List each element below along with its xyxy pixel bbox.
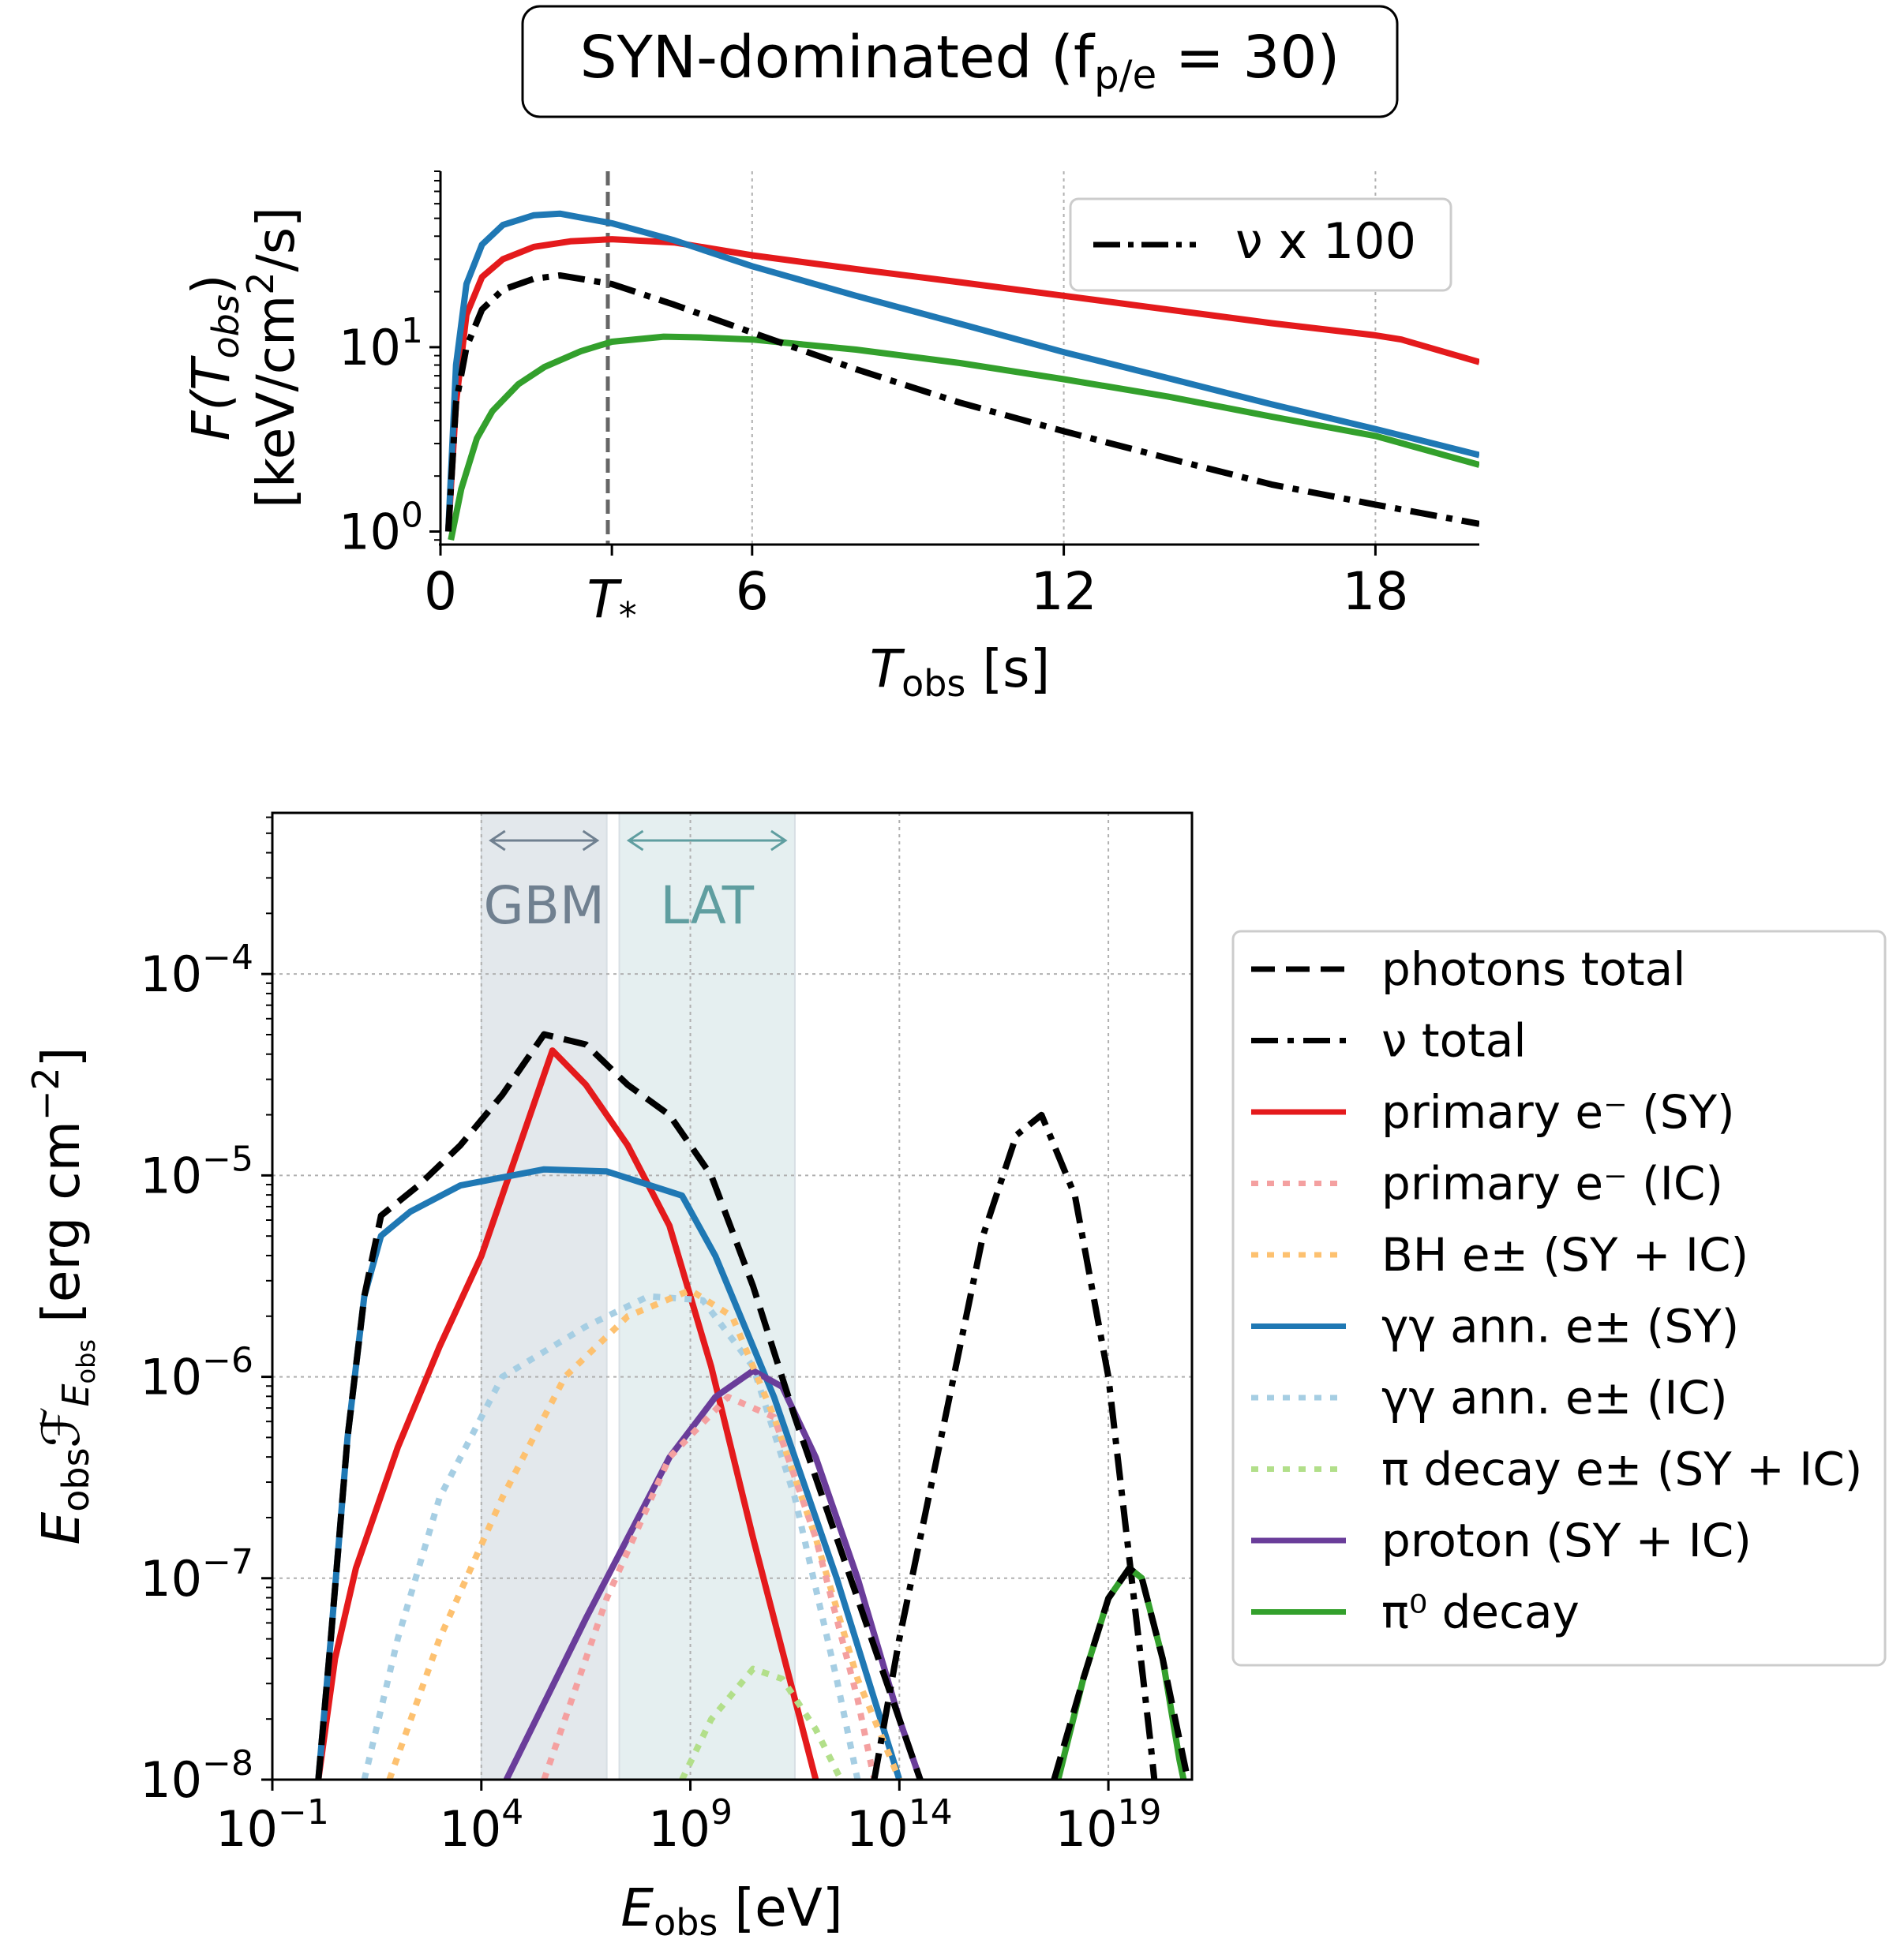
- top-x-tick-label-1: 6: [736, 561, 769, 622]
- svg-text:[keV/cm2/s]: [keV/cm2/s]: [239, 207, 306, 508]
- bottom-chart-x-ticks: 10−1 104 109 1014 1019: [216, 1780, 1162, 1858]
- bottom-series-line-6: [679, 1665, 844, 1780]
- bottom-y-tick-label-4: 10−4: [140, 938, 253, 1003]
- legend-label-9: π⁰ decay: [1381, 1585, 1580, 1639]
- top-series-line-0: [444, 236, 1479, 532]
- top-chart-x-ticks: 0 6 12 18 T*: [424, 545, 1408, 637]
- legend-label-1: ν total: [1381, 1014, 1526, 1068]
- top-x-tick-label-tstar: T*: [587, 569, 636, 637]
- band-label-lat: LAT: [660, 875, 754, 936]
- band-label-gbm: GBM: [484, 875, 605, 936]
- top-chart: 100 101 0 6 12 18 T* ν x 100 Tobs [s] F(Tobs)…: [181, 170, 1479, 705]
- svg-text:SYN-dominated (fp/e = 30): SYN-dominated (fp/e = 30): [580, 24, 1340, 98]
- legend-label-8: proton (SY + IC): [1381, 1514, 1752, 1567]
- bottom-x-tick-label-1: 104: [439, 1792, 523, 1858]
- bottom-y-tick-label-0: 10−8: [140, 1743, 253, 1809]
- bottom-y-tick-label-2: 10−6: [140, 1341, 253, 1406]
- bottom-series-line-10: [1051, 1565, 1191, 1780]
- bottom-chart: GBM LAT 10−810−710−610−510−4 10−1 104 109 10…: [24, 811, 1887, 1944]
- top-x-tick-label-0: 0: [424, 561, 457, 622]
- bottom-y-tick-label-1: 10−7: [140, 1542, 253, 1608]
- top-chart-grid: [751, 171, 1377, 545]
- band-arrow-left-1: [626, 829, 644, 852]
- top-series-line-3: [444, 272, 1479, 532]
- svg-text:F(Tobs): F(Tobs): [181, 274, 247, 440]
- bottom-y-tick-label-3: 10−5: [140, 1139, 253, 1204]
- bottom-chart-series: [315, 1031, 1191, 1780]
- legend-label-3: primary e⁻ (IC): [1381, 1157, 1723, 1211]
- top-y-tick-label-1: 101: [339, 311, 423, 376]
- bottom-series-line-7: [871, 1111, 1158, 1780]
- title-box: SYN-dominated (fp/e = 30): [521, 5, 1399, 118]
- bottom-chart-y-ticks: 10−8 10−7 10−6 10−5 10−4: [140, 816, 272, 1809]
- bottom-series-line-5: [541, 1394, 878, 1780]
- top-series-line-1: [444, 210, 1479, 532]
- top-chart-y-ticks: 100 101: [339, 170, 440, 561]
- bottom-y-label: EobsℱEobs [erg cm−2]: [24, 1047, 101, 1545]
- svg-text:EobsℱEobs [erg cm−2]: EobsℱEobs [erg cm−2]: [24, 1047, 101, 1545]
- top-chart-series: [444, 210, 1479, 541]
- band-gbm: [480, 812, 608, 1780]
- title-rest: = 30): [1156, 24, 1340, 92]
- legend-nu-label: ν x 100: [1235, 212, 1416, 270]
- bottom-series-line-3: [361, 1293, 861, 1780]
- band-lat: [618, 812, 796, 1780]
- top-series-line-2: [448, 333, 1479, 541]
- top-chart-legend: ν x 100: [1069, 197, 1452, 292]
- legend-label-7: π decay e± (SY + IC): [1381, 1443, 1862, 1496]
- bottom-x-tick-label-0: 10−1: [216, 1792, 329, 1858]
- bottom-series-line-2: [503, 1367, 924, 1780]
- bottom-series-line-9: [315, 1031, 924, 1780]
- legend-label-6: γγ ann. e± (IC): [1381, 1371, 1728, 1425]
- top-y-label: F(Tobs) [keV/cm2/s]: [181, 207, 306, 508]
- top-x-label: Tobs [s]: [870, 638, 1051, 705]
- bottom-x-tick-label-4: 1019: [1055, 1792, 1162, 1858]
- bottom-series-line-8: [1055, 1565, 1187, 1780]
- top-x-tick-label-3: 18: [1342, 561, 1408, 622]
- bottom-x-tick-label-3: 1014: [846, 1792, 953, 1858]
- band-arrow-right-0: [582, 829, 600, 852]
- bottom-chart-bands: GBM LAT: [480, 812, 796, 1780]
- legend-label-5: γγ ann. e± (SY): [1381, 1300, 1739, 1353]
- bottom-chart-frame: [271, 811, 1194, 1781]
- bottom-chart-legend: photons total ν total primary e⁻ (SY) prima…: [1231, 930, 1887, 1667]
- legend-label-4: BH e± (SY + IC): [1381, 1228, 1748, 1282]
- bottom-x-label: Eobs [eV]: [620, 1878, 842, 1944]
- bottom-x-tick-label-2: 109: [648, 1792, 733, 1858]
- legend-label-2: primary e⁻ (SY): [1381, 1085, 1735, 1139]
- bottom-series-line-0: [315, 1047, 819, 1780]
- top-x-tick-label-2: 12: [1031, 561, 1097, 622]
- band-arrow-right-1: [770, 829, 788, 852]
- title-subscript: p/e: [1094, 52, 1156, 98]
- legend-label-0: photons total: [1381, 942, 1685, 996]
- top-y-tick-label-0: 100: [339, 496, 423, 561]
- title-text: SYN-dominated (f: [580, 24, 1096, 92]
- band-arrow-left-0: [489, 829, 506, 852]
